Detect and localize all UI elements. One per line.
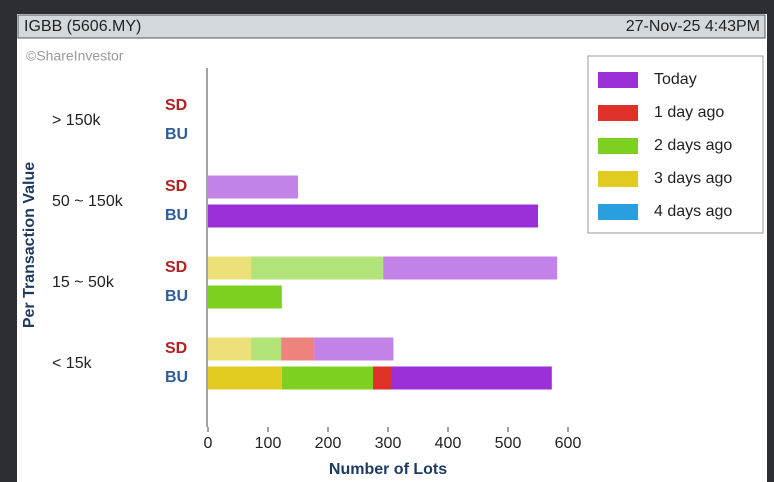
header-bar xyxy=(17,14,766,39)
x-tick-label: 300 xyxy=(375,435,402,452)
side-label: SD xyxy=(165,259,187,276)
timestamp: 27-Nov-25 4:43PM xyxy=(626,18,760,35)
symbol: IGBB (5606.MY) xyxy=(24,18,141,35)
side-label: SD xyxy=(165,97,187,114)
category-label: 15 ~ 50k xyxy=(52,274,115,291)
x-tick-label: 100 xyxy=(255,435,282,452)
y-axis-title: Per Transaction Value xyxy=(21,162,38,328)
bar-segment xyxy=(281,366,373,390)
legend-swatch xyxy=(598,72,638,88)
side-label: SD xyxy=(165,178,187,195)
credit: ©ShareInvestor xyxy=(26,48,124,64)
bar-segment xyxy=(208,256,252,280)
legend-swatch xyxy=(598,105,638,121)
bar-segment xyxy=(383,256,558,280)
bar-segment xyxy=(281,337,315,361)
legend-swatch xyxy=(598,171,638,187)
legend-label: 2 days ago xyxy=(654,137,732,154)
category-label: < 15k xyxy=(52,355,93,372)
bar-segment xyxy=(391,366,552,390)
side-label: SD xyxy=(165,340,187,357)
bar-segment xyxy=(251,337,282,361)
side-label: BU xyxy=(165,288,188,305)
category-label: > 150k xyxy=(52,112,101,129)
legend-swatch xyxy=(598,138,638,154)
side-label: BU xyxy=(165,369,188,386)
x-tick-label: 600 xyxy=(555,435,582,452)
bar-segment xyxy=(208,285,282,309)
bar-segment xyxy=(373,366,391,390)
bar-segment xyxy=(208,337,252,361)
bar-segment xyxy=(208,366,282,390)
legend-swatch xyxy=(598,204,638,220)
bar-segment xyxy=(251,256,384,280)
legend-label: 1 day ago xyxy=(654,104,724,121)
side-label: BU xyxy=(165,207,188,224)
legend-label: 4 days ago xyxy=(654,203,732,220)
bar-segment xyxy=(314,337,394,361)
x-tick-label: 500 xyxy=(495,435,522,452)
x-tick-label: 200 xyxy=(315,435,342,452)
legend-label: 3 days ago xyxy=(654,170,732,187)
bar-segment xyxy=(208,175,298,199)
bar-segment xyxy=(208,204,538,228)
x-axis-title: Number of Lots xyxy=(329,461,447,478)
x-tick-label: 0 xyxy=(204,435,213,452)
legend-label: Today xyxy=(654,71,697,88)
category-label: 50 ~ 150k xyxy=(52,193,124,210)
x-tick-label: 400 xyxy=(435,435,462,452)
side-label: BU xyxy=(165,126,188,143)
